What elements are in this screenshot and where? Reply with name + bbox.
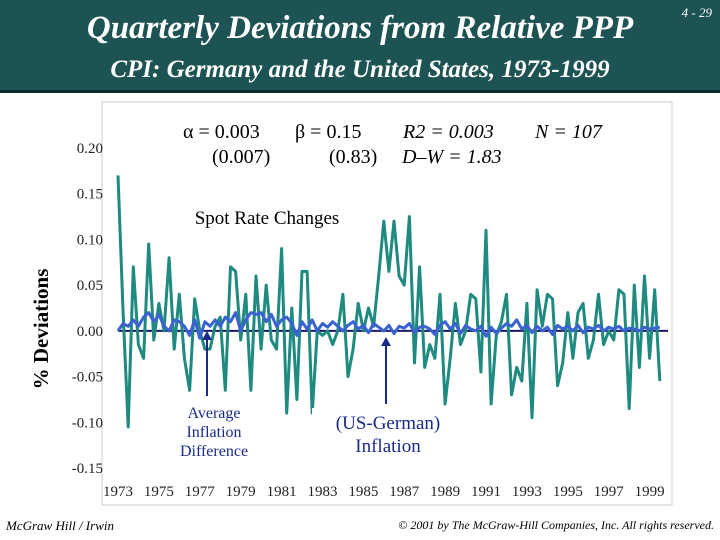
- x-tick-label: 1979: [226, 484, 256, 500]
- y-tick-label: 0.10: [77, 232, 103, 248]
- stat-dw: D–W = 1.83: [401, 146, 502, 168]
- slide-subtitle: CPI: Germany and the United States, 1973…: [110, 56, 610, 83]
- avg-inflation-arrowhead: [202, 331, 212, 340]
- avg-label-line3: Difference: [180, 443, 248, 460]
- footer-publisher: McGraw Hill / Irwin: [6, 518, 114, 533]
- stat-beta: β = 0.15: [295, 121, 361, 143]
- inflation-difference-line: [116, 311, 661, 340]
- chart-container: -0.15 -0.10 -0.05 0.00 0.05 0.10 0.15 0.20 1973…: [0, 96, 720, 514]
- stat-alpha-se: (0.007): [212, 146, 270, 168]
- stat-beta-se: (0.83): [329, 146, 377, 168]
- y-tick-label: 0.15: [77, 187, 103, 203]
- y-tick-label: -0.15: [72, 461, 103, 477]
- spot-label-bg: [168, 206, 366, 230]
- x-tick-label: 1975: [144, 484, 174, 500]
- x-axis-ticks: 1973 1975 1977 1979 1981 1983 1985 1987 1989 1991…: [103, 484, 665, 500]
- x-tick-label: 1997: [594, 484, 625, 500]
- avg-label-line1: Average: [188, 405, 241, 422]
- us-german-label-bg: [312, 408, 468, 458]
- slide-number: 4 - 29: [681, 5, 712, 20]
- deviation-chart: -0.15 -0.10 -0.05 0.00 0.05 0.10 0.15 0.20 1973…: [29, 101, 673, 506]
- x-tick-label: 1981: [267, 484, 297, 500]
- footer-copyright: © 2001 by The McGraw-Hill Companies, Inc…: [398, 518, 714, 532]
- y-axis-ticks: -0.15 -0.10 -0.05 0.00 0.05 0.10 0.15 0.20: [72, 141, 103, 477]
- y-tick-label: 0.00: [77, 324, 103, 340]
- y-tick-label: 0.05: [77, 278, 103, 294]
- stat-n: N = 107: [534, 121, 603, 143]
- avg-label-line2: Inflation: [186, 424, 241, 441]
- x-tick-label: 1983: [307, 484, 337, 500]
- x-tick-label: 1995: [553, 484, 583, 500]
- slide-title: Quarterly Deviations from Relative PPP: [86, 10, 634, 46]
- us-german-label-line1: (US-German): [336, 413, 440, 434]
- y-tick-label: -0.05: [72, 370, 103, 386]
- us-german-label-line2: Inflation: [355, 436, 421, 457]
- y-tick-label: 0.20: [77, 141, 103, 157]
- spot-rate-label: Spot Rate Changes: [195, 208, 340, 229]
- x-tick-label: 1985: [348, 484, 378, 500]
- y-tick-label: -0.10: [72, 415, 103, 431]
- x-tick-label: 1973: [103, 484, 133, 500]
- x-tick-label: 1993: [512, 484, 542, 500]
- stat-r2: R2 = 0.003: [402, 121, 494, 143]
- x-tick-label: 1977: [185, 484, 216, 500]
- y-axis-label: % Deviations: [29, 269, 53, 390]
- x-tick-label: 1989: [430, 484, 460, 500]
- stat-alpha: α = 0.003: [183, 121, 260, 143]
- series-layer: [116, 175, 662, 429]
- slide-header: Quarterly Deviations from Relative PPP C…: [0, 0, 720, 93]
- x-tick-label: 1999: [635, 484, 665, 500]
- avg-label-bg: [160, 399, 264, 463]
- us-german-arrowhead: [381, 337, 391, 346]
- stats-box: [176, 116, 622, 178]
- x-tick-label: 1991: [471, 484, 501, 500]
- x-tick-label: 1987: [389, 484, 420, 500]
